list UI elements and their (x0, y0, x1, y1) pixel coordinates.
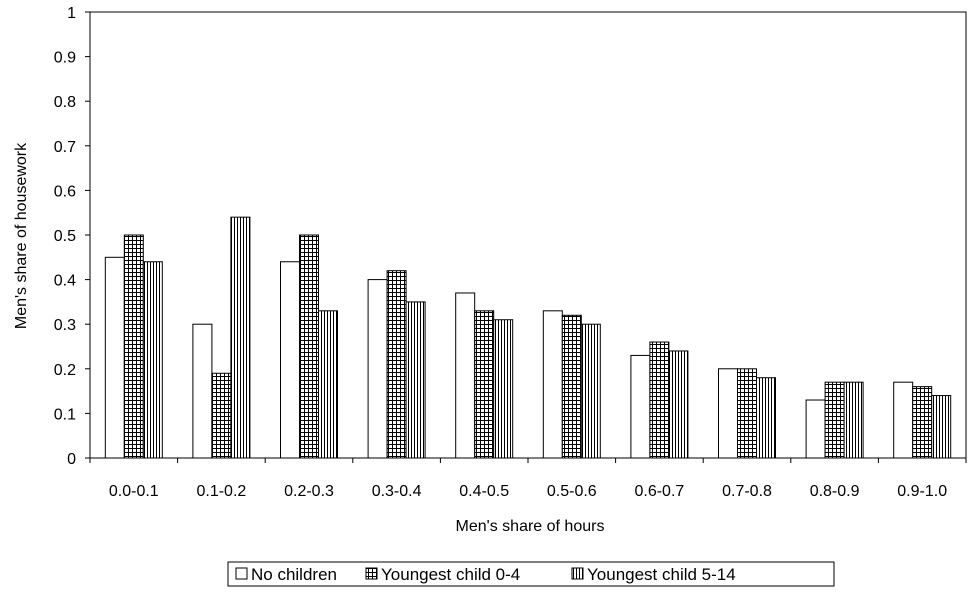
y-tick-label-6: 0.6 (54, 183, 76, 200)
x-tick-label-6: 0.5-0.6 (547, 483, 597, 500)
x-tick-label-10: 0.9-1.0 (897, 483, 947, 500)
bar-2-6 (561, 314, 582, 459)
y-tick-label-0: 0 (67, 451, 76, 468)
y-tick-label-2: 0.2 (54, 362, 76, 379)
y-axis-title: Men's share of housework (13, 142, 30, 329)
bar-1-6 (542, 310, 563, 459)
bar-1-3 (280, 261, 300, 459)
bar-1-10 (893, 381, 914, 459)
x-tick-label-2: 0.1-0.2 (196, 483, 246, 500)
bar-3-4 (405, 301, 426, 459)
bar-3-1 (142, 261, 163, 459)
x-axis-title: Men's share of hours (456, 518, 605, 535)
legend: No children Youngest child 0-4 Youngest ch… (227, 561, 835, 587)
bar-3-5 (493, 319, 514, 459)
y-tick-label-8: 0.8 (54, 94, 76, 111)
legend-label-1: No children (251, 565, 337, 584)
bars-layer (104, 216, 952, 459)
legend-swatch-2 (365, 567, 378, 580)
bar-1-2 (192, 323, 213, 459)
bar-2-9 (824, 381, 845, 459)
bar-1-8 (718, 368, 738, 459)
y-tick-label-7: 0.7 (54, 139, 76, 156)
bar-3-6 (580, 323, 601, 459)
bar-2-5 (474, 310, 495, 459)
x-tick-label-5: 0.4-0.5 (459, 483, 509, 500)
bar-1-4 (367, 279, 388, 459)
bar-3-7 (668, 350, 689, 459)
x-tick-label-8: 0.7-0.8 (722, 483, 772, 500)
bar-1-9 (805, 399, 826, 459)
bar-2-2 (211, 372, 232, 459)
labels-layer: 0 0.1 0.2 0.3 0.4 0.5 0.6 0.7 0.8 0.9 1 0.0-0.1 0.1-… (54, 5, 947, 500)
x-tick-label-9: 0.8-0.9 (810, 483, 860, 500)
bar-2-3 (299, 234, 319, 459)
y-tick-label-5: 0.5 (54, 228, 76, 245)
bar-1-5 (455, 292, 476, 459)
x-tick-label-7: 0.6-0.7 (634, 483, 684, 500)
bar-2-7 (649, 341, 670, 459)
legend-swatch-1 (235, 567, 248, 580)
bar-2-8 (737, 368, 757, 459)
legend-box (227, 561, 835, 587)
bar-3-10 (931, 395, 952, 459)
x-tick-label-1: 0.0-0.1 (109, 483, 159, 500)
legend-label-2: Youngest child 0-4 (381, 565, 520, 584)
y-tick-label-3: 0.3 (54, 317, 76, 334)
y-tick-label-9: 0.9 (54, 50, 76, 67)
bar-1-1 (104, 256, 125, 459)
bar-1-7 (630, 354, 651, 459)
bar-3-8 (756, 377, 776, 459)
axes-layer (85, 11, 967, 463)
legend-swatch-3 (571, 567, 584, 580)
x-tick-label-4: 0.3-0.4 (372, 483, 422, 500)
x-tick-label-3: 0.2-0.3 (284, 483, 334, 500)
bar-2-1 (123, 234, 144, 459)
bar-3-3 (318, 310, 338, 459)
y-tick-label-10: 1 (67, 5, 76, 22)
y-tick-label-1: 0.1 (54, 406, 76, 423)
bar-3-9 (843, 381, 864, 459)
bar-2-4 (386, 270, 407, 459)
legend-label-3: Youngest child 5-14 (587, 565, 736, 584)
bar-3-2 (230, 216, 251, 459)
y-tick-label-4: 0.4 (54, 273, 76, 290)
bar-2-10 (912, 386, 933, 459)
